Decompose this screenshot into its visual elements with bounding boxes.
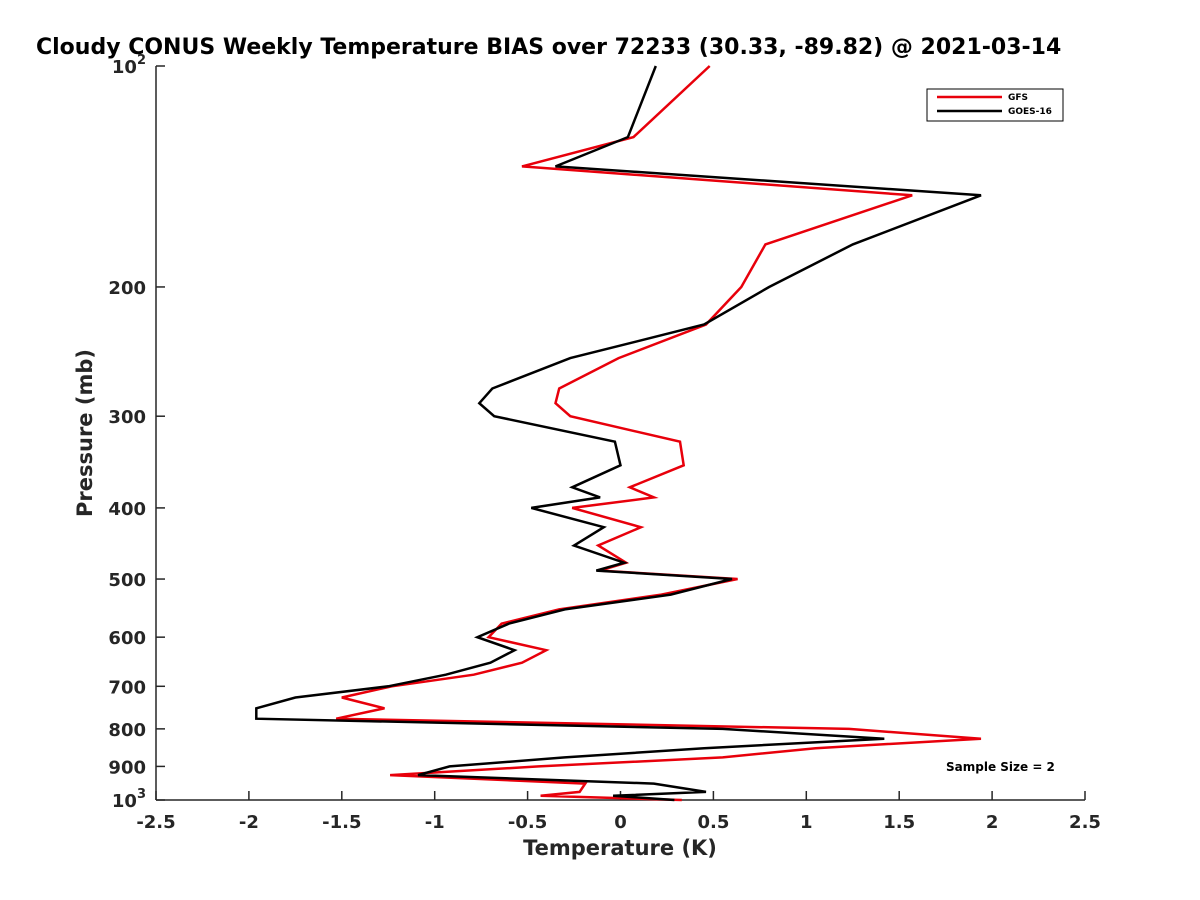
x-tick-label: 1 <box>800 812 813 833</box>
series-lines <box>255 65 982 802</box>
sample-size-annotation: Sample Size = 2 <box>946 760 1055 774</box>
y-tick-label: 900 <box>108 757 146 778</box>
y-tick-label: 200 <box>108 278 146 299</box>
y-tick-label: 102 <box>112 53 146 78</box>
legend-box <box>926 88 1064 122</box>
x-tick-label: -0.5 <box>508 812 547 833</box>
x-tick-label: -1 <box>425 812 445 833</box>
x-tick-label: 0 <box>614 812 627 833</box>
x-tick-label: 2 <box>986 812 999 833</box>
legend-label-goes16: GOES-16 <box>1008 107 1052 117</box>
x-tick-label: -2.5 <box>136 812 175 833</box>
series-line-goes16 <box>255 65 982 802</box>
y-tick-label: 103 <box>112 787 146 812</box>
plot-area: -2.5 -2 -1.5 -1 -0.5 0 0.5 1 1.5 2 2.5 102 200 300 40… <box>108 53 1101 833</box>
series-line-gfs <box>335 65 982 802</box>
y-tick-label: 400 <box>108 499 146 520</box>
chart-title: Cloudy CONUS Weekly Temperature BIAS ove… <box>36 35 1061 60</box>
x-tick-label: -1.5 <box>322 812 361 833</box>
y-tick-label: 500 <box>108 570 146 591</box>
y-tick-label: 300 <box>108 407 146 428</box>
legend-label-gfs: GFS <box>1008 93 1028 103</box>
x-axis-label: Temperature (K) <box>523 836 717 860</box>
legend: GFS GOES-16 <box>926 88 1064 122</box>
y-tick-label: 800 <box>108 720 146 741</box>
y-ticks: 102 200 300 400 500 600 700 800 900 103 <box>108 53 165 812</box>
y-axis-label: Pressure (mb) <box>73 349 97 517</box>
x-tick-label: 2.5 <box>1069 812 1101 833</box>
y-tick-label: 600 <box>108 628 146 649</box>
x-tick-label: 1.5 <box>883 812 915 833</box>
y-tick-label: 700 <box>108 677 146 698</box>
x-tick-label: -2 <box>239 812 259 833</box>
x-tick-label: 0.5 <box>697 812 729 833</box>
x-ticks: -2.5 -2 -1.5 -1 -0.5 0 0.5 1 1.5 2 2.5 <box>136 791 1101 833</box>
